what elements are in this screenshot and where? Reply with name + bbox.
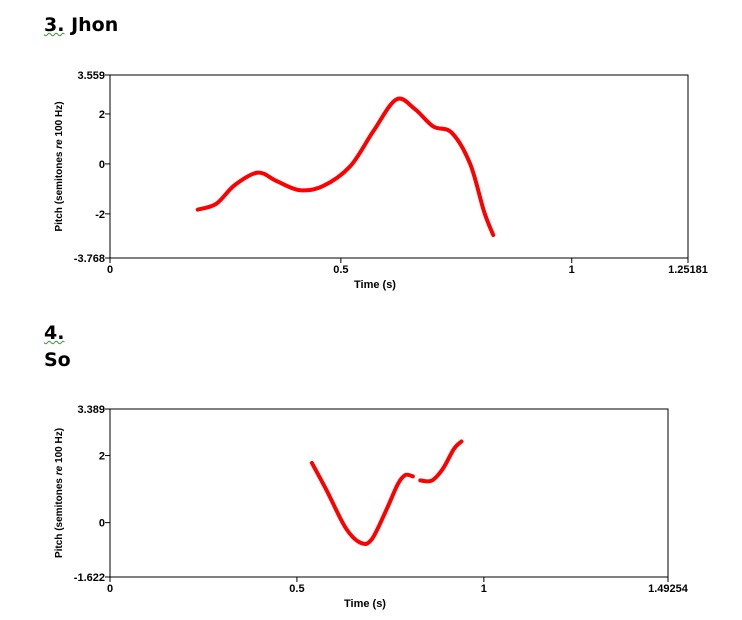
chart-2-pitch-contour-segment-0 bbox=[309, 460, 415, 546]
chart-2-pitch-contour-segment-1 bbox=[418, 439, 464, 484]
chart-1-heading-word: Jhon bbox=[71, 14, 119, 36]
chart-1-y-min-label: -3.768 bbox=[74, 253, 105, 265]
chart-1-y-tick-label-2: -2 bbox=[95, 209, 105, 221]
chart-1-x-tick-label-2: 1 bbox=[569, 264, 575, 276]
chart-2-y-max-label: 3.389 bbox=[77, 404, 105, 416]
chart-1-heading-number: 3. bbox=[44, 14, 65, 36]
chart-2-x-max-label: 1.49254 bbox=[648, 583, 689, 595]
chart-1-y-max-label: 3.559 bbox=[77, 70, 105, 82]
chart-1-x-tick-label-1: 0.5 bbox=[333, 264, 348, 276]
chart-1-y-axis-title: Pitch (semitones re 100 Hz) bbox=[54, 101, 65, 231]
chart-2-x-tick-label-0: 0 bbox=[107, 583, 113, 595]
chart-1-x-max-label: 1.25181 bbox=[668, 264, 708, 276]
chart-2-x-axis-title: Time (s) bbox=[344, 598, 386, 610]
chart-2-y-axis-title: Pitch (semitones re 100 Hz) bbox=[54, 428, 65, 558]
chart-2-y-min-label: -1.622 bbox=[74, 572, 105, 584]
chart-2-plot-frame bbox=[109, 408, 669, 578]
chart-2-heading-word-line: So bbox=[44, 349, 71, 371]
chart-1-x-tick-label-0: 0 bbox=[107, 264, 113, 276]
chart-2-heading-number: 4. bbox=[44, 322, 65, 344]
chart-2-x-tick-label-1: 0.5 bbox=[289, 583, 304, 595]
chart-1-heading: 3. Jhon bbox=[44, 14, 118, 36]
chart-1-x-axis-title: Time (s) bbox=[354, 279, 396, 291]
chart-1-plot-frame bbox=[109, 74, 689, 259]
chart-2-heading-word: So bbox=[44, 349, 71, 371]
chart-2-x-tick-label-2: 1 bbox=[481, 583, 487, 595]
chart-1-pitch-contour-segment-0 bbox=[195, 96, 496, 238]
chart-2-y-tick-label-1: 0 bbox=[99, 518, 105, 530]
chart-2-y-tick-label-0: 2 bbox=[99, 451, 105, 463]
chart-1-y-tick-label-0: 2 bbox=[99, 109, 105, 121]
chart-2-heading-number-line: 4. bbox=[44, 322, 64, 344]
chart-1-y-tick-label-1: 0 bbox=[99, 159, 105, 171]
